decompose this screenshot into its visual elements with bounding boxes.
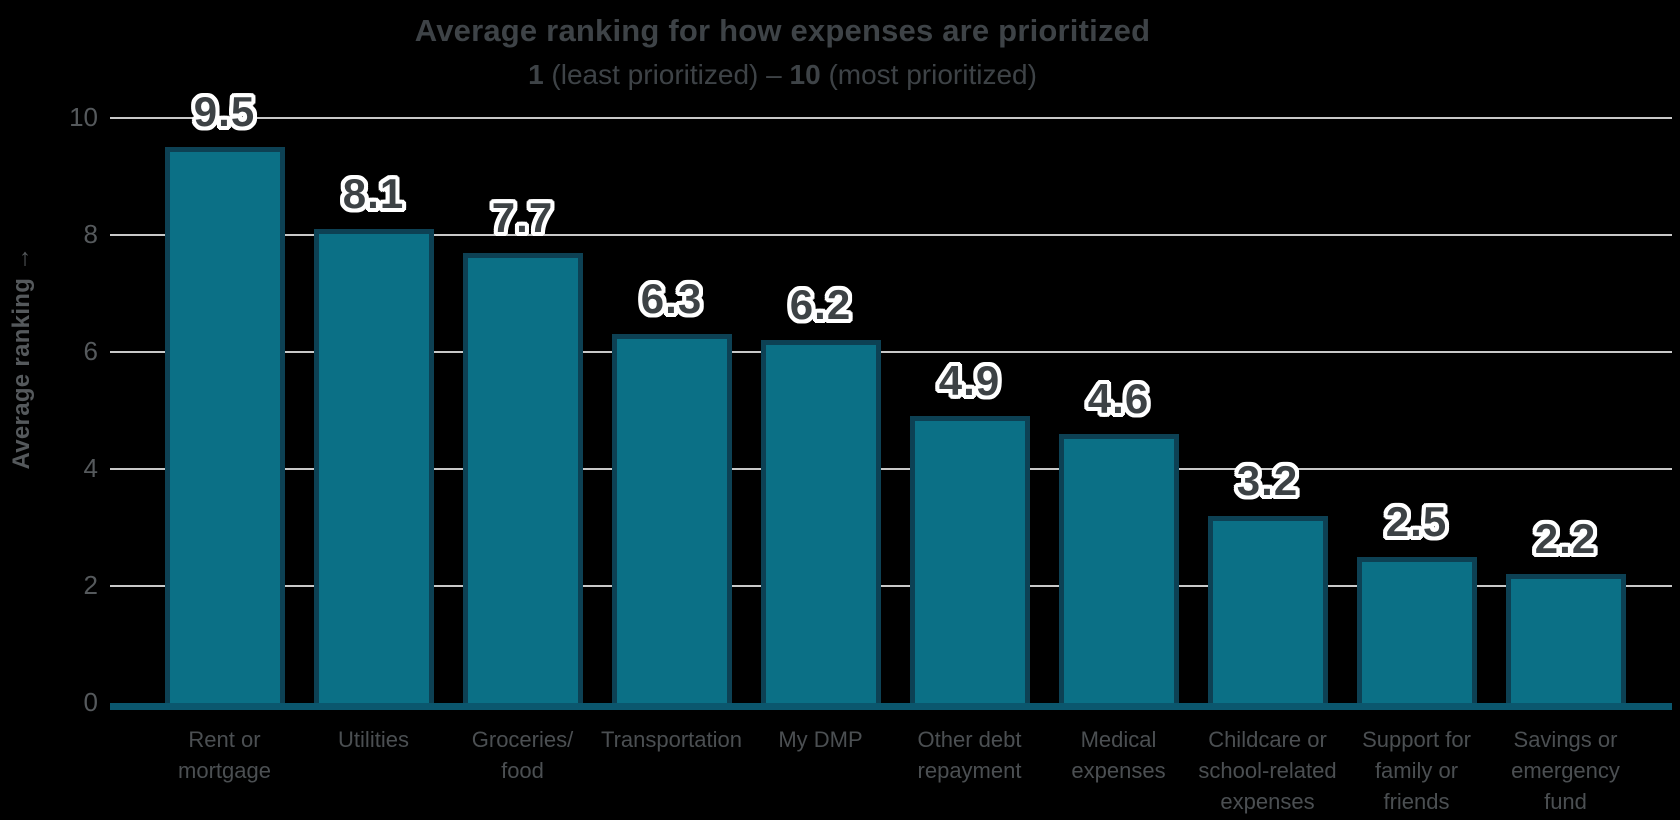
bar-value-label: 4.9 [938, 357, 1001, 404]
bar [462, 253, 583, 703]
subtitle-suffix-text: (most prioritized) [820, 59, 1037, 90]
y-tick-label-6: 6 [83, 335, 98, 366]
bar [1356, 557, 1477, 703]
bar [611, 334, 732, 703]
bar-slot-6: 4.6 [1044, 377, 1193, 703]
subtitle-between-text: (least prioritized) – [543, 59, 790, 90]
bar-value-label: 7.7 [491, 194, 554, 241]
subtitle-min-value: 1 [528, 59, 544, 90]
x-axis-label: My DMP [778, 727, 863, 752]
x-axis-label: Rent or mortgage [178, 727, 271, 783]
x-axis-label: Savings or emergency fund [1511, 727, 1620, 814]
y-tick-label-0: 0 [83, 686, 98, 717]
bar-value-label: 6.3 [640, 275, 703, 322]
bar-slot-3: 6.3 [597, 277, 746, 703]
y-tick-label-10: 10 [69, 101, 98, 132]
gridline-8 [110, 234, 1672, 236]
x-axis-label: Childcare or school-related expenses [1198, 727, 1337, 814]
gridline-4 [110, 468, 1672, 470]
y-tick-label-4: 4 [83, 452, 98, 483]
bar-slot-4: 6.2 [746, 283, 895, 703]
bar [1207, 516, 1328, 703]
x-axis-baseline [110, 703, 1672, 710]
x-axis-label: Other debt repayment [917, 727, 1022, 783]
bar-value-label: 9.5 [193, 88, 256, 135]
bar [1505, 574, 1626, 703]
chart-title: Average ranking for how expenses are pri… [414, 13, 1151, 48]
bar-slot-1: 8.1 [299, 172, 448, 703]
x-axis-label: Utilities [338, 727, 409, 752]
y-tick-label-8: 8 [83, 218, 98, 249]
gridline-6 [110, 351, 1672, 353]
bar-value-label: 2.2 [1534, 515, 1597, 562]
x-axis-labels-row: Rent or mortgage Utilities Groceries/ food… [150, 724, 1640, 817]
x-axis-label: Support for family or friends [1362, 727, 1471, 814]
x-axis-label: Medical expenses [1071, 727, 1166, 783]
x-axis-label: Groceries/ food [471, 727, 574, 783]
bar [909, 416, 1030, 703]
bar-value-label: 4.6 [1087, 375, 1150, 422]
bar-slot-0: 9.5 [150, 90, 299, 703]
bar-slot-7: 3.2 [1193, 459, 1342, 703]
x-axis-label: Transportation [600, 727, 743, 752]
gridline-2 [110, 585, 1672, 587]
bar-slot-9: 2.2 [1491, 517, 1640, 703]
bars-row: 9.5 8.1 7.7 6.3 6.2 4.9 4.6 3.2 2.5 2.2 [150, 0, 1640, 703]
bar [1058, 434, 1179, 703]
bar [164, 147, 285, 703]
bar [760, 340, 881, 703]
chart-subtitle: 1 (least prioritized) – 10 (most priorit… [0, 59, 1565, 91]
bar-slot-8: 2.5 [1342, 500, 1491, 703]
bar-value-label: 3.2 [1236, 457, 1299, 504]
bar-value-label: 2.5 [1385, 498, 1448, 545]
bar-slot-2: 7.7 [448, 196, 597, 703]
gridline-10 [110, 117, 1672, 119]
bar-value-label: 6.2 [789, 281, 852, 328]
bar-value-label: 8.1 [342, 170, 405, 217]
bar [313, 229, 434, 703]
subtitle-max-value: 10 [789, 59, 821, 90]
y-tick-label-2: 2 [83, 569, 98, 600]
bar-slot-5: 4.9 [895, 359, 1044, 703]
